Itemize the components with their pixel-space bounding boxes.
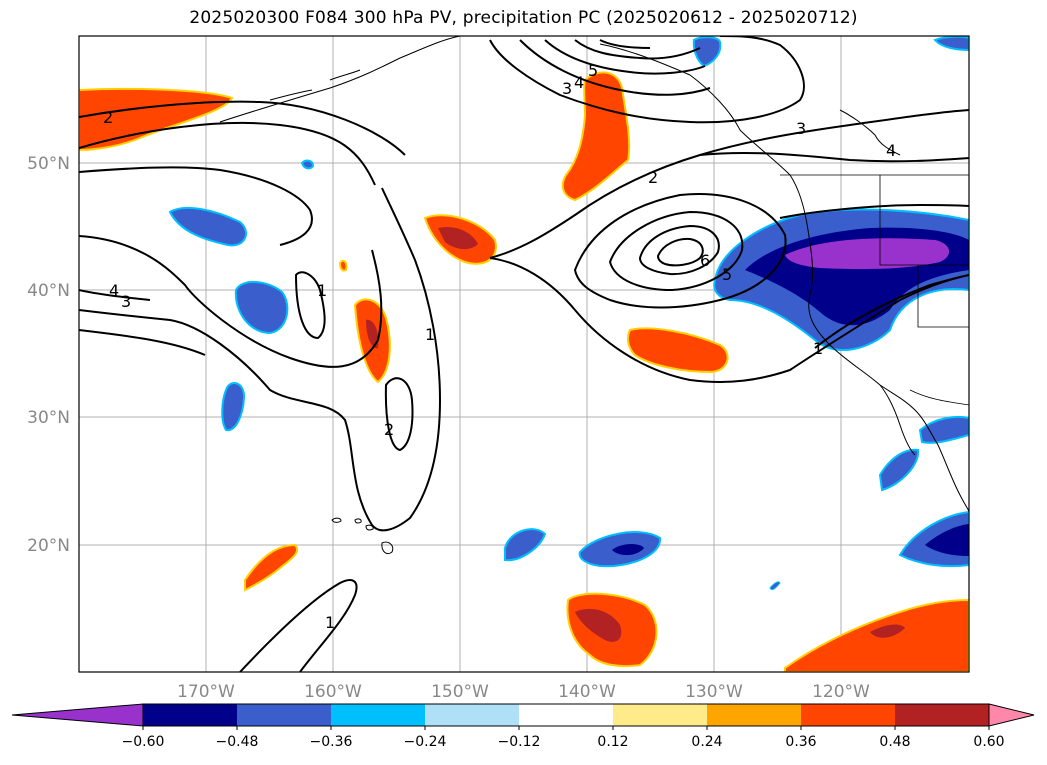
pv-contour-labels: 2 5 4 3 3 4 2 6 5 1 4 3 1 1 2 1 [103,61,896,632]
contour-label: 3 [562,79,572,98]
colorbar-tick-label: −0.24 [404,734,447,750]
contour-label: 2 [648,168,658,187]
coastline-hawaii [331,517,394,555]
precip-positive-areas [79,71,969,672]
coastline-baja-california [879,384,916,456]
colorbar-tick-label: −0.60 [122,734,165,750]
map-frame [78,35,970,673]
lat-label: 20°N [27,536,70,556]
pv-contours [79,36,969,672]
contour-label: 2 [384,420,394,439]
contour-label: 4 [109,281,119,300]
colorbar-tick-label: −0.48 [216,734,259,750]
colorbar-tick-label: 0.60 [973,734,1004,750]
coastlines [219,36,969,555]
colorbar-frame [142,703,990,727]
colorbar-segment [895,704,990,726]
contour-label: 5 [588,61,598,80]
colorbar-tick-label: −0.12 [498,734,541,750]
colorbar-tick-label: −0.36 [310,734,353,750]
colorbar-segment [801,704,896,726]
contour-label: 5 [722,265,732,284]
lat-label: 40°N [27,281,70,301]
colorbar-segment [613,704,708,726]
lat-label: 30°N [27,408,70,428]
colorbar-extend-min [11,703,144,727]
colorbar: −0.60 −0.48 −0.36 −0.24 −0.12 0.12 0.24 0.36 0.4… [11,703,1035,750]
contour-label: 1 [813,339,823,358]
coastline-gulf-of-alaska [599,43,969,513]
colorbar-segment [425,704,520,726]
colorbar-segment [331,704,426,726]
colorbar-tick-label: 0.36 [785,734,816,750]
colorbar-segment [707,704,802,726]
lon-label: 130°W [685,682,743,702]
precip-negative-areas [168,36,969,672]
colorbar-segment [519,704,614,726]
lat-label: 50°N [27,154,70,174]
contour-label: 6 [700,251,710,270]
coastline-alaska-aleutians [219,36,461,123]
contour-label: 1 [325,613,335,632]
figure-title: 2025020300 F084 300 hPa PV, precipitatio… [189,8,858,28]
colorbar-segment [237,704,332,726]
contour-label: 1 [317,281,327,300]
contour-label: 3 [796,119,806,138]
lon-label: 140°W [558,682,616,702]
colorbar-tick-label: 0.12 [597,734,628,750]
lon-label: 120°W [812,682,870,702]
colorbar-tick-label: 0.48 [879,734,910,750]
contour-label: 1 [425,325,435,344]
colorbar-tick-label: 0.24 [691,734,722,750]
colorbar-segment [143,704,238,726]
colorbar-extend-max [988,703,1035,727]
borders [780,174,969,406]
lon-label: 160°W [304,682,362,702]
contour-label: 3 [121,292,131,311]
lon-label: 170°W [177,682,235,702]
pv-contour [79,100,406,156]
map-background [79,36,969,672]
contour-label: 2 [103,108,113,127]
contour-label: 4 [574,73,584,92]
lon-label: 150°W [431,682,489,702]
contour-label: 4 [886,141,896,160]
longitude-labels: 170°W 160°W 150°W 140°W 130°W 120°W [177,682,870,702]
latitude-labels: 50°N 40°N 30°N 20°N [27,154,70,556]
